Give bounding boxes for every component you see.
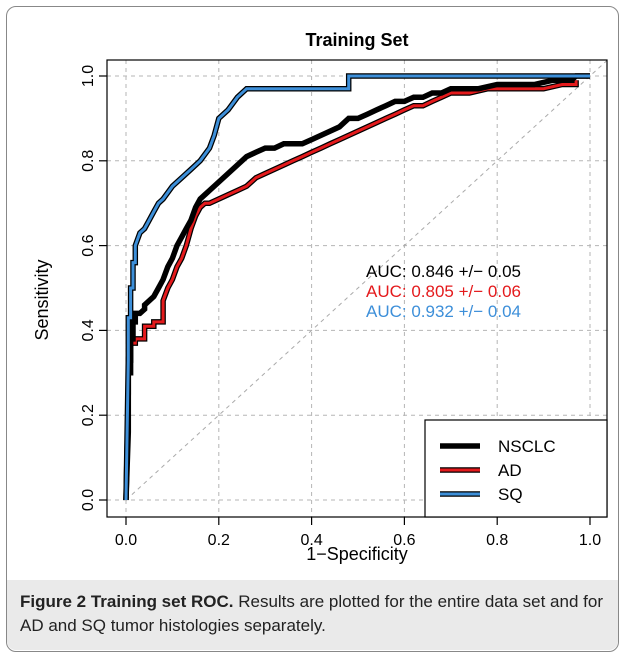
legend-label-sq: SQ bbox=[498, 485, 523, 504]
x-axis-label: 1−Specificity bbox=[306, 544, 408, 564]
figure-frame bbox=[6, 6, 619, 652]
series-line-sq bbox=[124, 74, 590, 501]
auc-text-sq: AUC: 0.932 +/− 0.04 bbox=[366, 302, 521, 321]
y-tick-label-1: 0.2 bbox=[80, 404, 97, 426]
auc-text-nsclc: AUC: 0.846 +/− 0.05 bbox=[366, 262, 521, 281]
y-tick-label-3: 0.6 bbox=[80, 234, 97, 256]
series-line-ad bbox=[124, 80, 578, 501]
x-tick-label-4: 0.8 bbox=[486, 532, 508, 549]
auc-text-ad: AUC: 0.805 +/− 0.06 bbox=[366, 282, 521, 301]
caption-text: Results are plotted for the entire data … bbox=[20, 592, 603, 635]
caption-band bbox=[7, 580, 618, 650]
figure-caption: Figure 2 Training set ROC. Results are p… bbox=[20, 590, 610, 638]
x-tick-label-3: 0.6 bbox=[393, 532, 415, 549]
chart-title: Training Set bbox=[305, 30, 408, 50]
plot-border bbox=[106, 59, 608, 518]
legend-label-nsclc: NSCLC bbox=[498, 437, 556, 456]
x-tick-label-2: 0.4 bbox=[300, 532, 322, 549]
x-tick-label-0: 0.0 bbox=[115, 532, 137, 549]
y-tick-label-4: 0.8 bbox=[80, 150, 97, 172]
y-axis-label: Sensitivity bbox=[32, 259, 52, 340]
caption-title: Figure 2 Training set ROC. bbox=[20, 592, 234, 611]
legend-label-ad: AD bbox=[498, 461, 522, 480]
y-tick-label-0: 0.0 bbox=[80, 489, 97, 511]
x-tick-label-1: 0.2 bbox=[208, 532, 230, 549]
y-tick-label-2: 0.4 bbox=[80, 319, 97, 341]
roc-chart: Training Set 1−Specificity Sensitivity 0… bbox=[32, 30, 608, 564]
x-tick-label-5: 1.0 bbox=[579, 532, 601, 549]
series-line-nsclc bbox=[124, 74, 590, 501]
axis-layer: 0.0 0.2 0.4 0.6 0.8 1.0 0.0 0.2 0.4 0.6 0.8 1.0 bbox=[80, 65, 601, 549]
series-layer bbox=[123, 73, 590, 501]
legend: NSCLC AD SQ bbox=[424, 419, 608, 518]
y-tick-label-5: 1.0 bbox=[80, 65, 97, 87]
